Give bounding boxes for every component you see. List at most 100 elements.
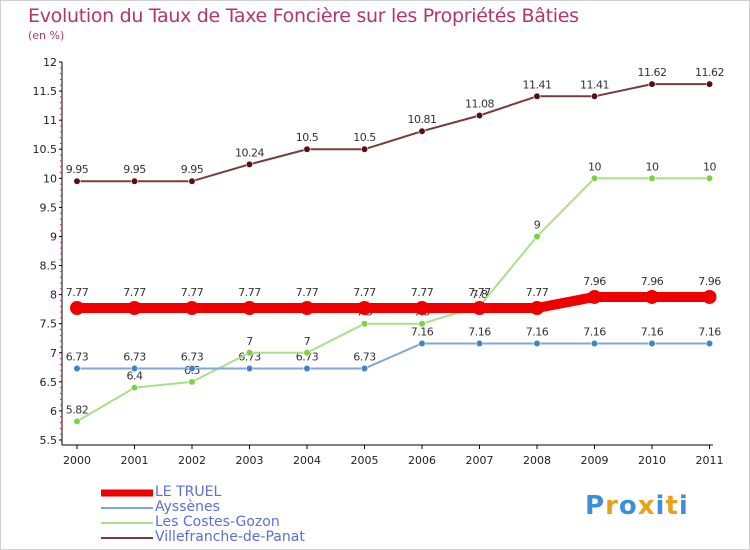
data-point-ayss-nes [475, 339, 484, 348]
data-point-ayss-nes [245, 364, 254, 373]
data-point-ayss-nes [360, 364, 369, 373]
x-tick-label: 2005 [351, 454, 379, 467]
data-point-ayss-nes [648, 339, 656, 348]
data-point-ayss-nes [590, 339, 599, 348]
data-label-villefranche-de-panat: 10.5 [353, 131, 376, 144]
data-point-les-costes-gozon [360, 320, 369, 328]
data-point-les-costes-gozon [303, 349, 311, 357]
data-label-ayss-nes: 7.16 [468, 325, 491, 338]
data-point-ayss-nes [705, 339, 714, 348]
data-label-les-costes-gozon: 10 [646, 160, 659, 173]
data-point-villefranche-de-panat [705, 80, 714, 88]
data-point-le-truel [472, 300, 487, 315]
x-tick-label: 2011 [696, 454, 724, 467]
data-point-ayss-nes [418, 339, 426, 348]
legend-swatch-le-truel [101, 489, 153, 497]
y-tick-label: 10 [43, 172, 57, 185]
data-point-le-truel [415, 300, 429, 315]
legend-label-villefranche: Villefranche-de-Panat [155, 529, 305, 545]
data-point-villefranche-de-panat [73, 177, 81, 185]
y-tick-label: 9 [50, 230, 57, 243]
y-tick-label: 12 [43, 56, 57, 69]
data-label-le-truel: 7.77 [411, 286, 434, 299]
data-point-le-truel [357, 300, 372, 315]
data-point-les-costes-gozon [648, 174, 656, 182]
legend-label-costes-gozon: Les Costes-Gozon [155, 514, 280, 530]
legend-item-costes-gozon: Les Costes-Gozon [101, 514, 361, 531]
data-label-les-costes-gozon: 6.4 [127, 370, 143, 383]
legend-swatch-aysse [101, 507, 153, 509]
logo-letter: i [678, 491, 689, 521]
data-point-ayss-nes [73, 364, 81, 373]
unit-label: (en %) [28, 29, 65, 42]
legend-label-le-truel: LE TRUEL [155, 484, 222, 500]
data-point-ayss-nes [188, 364, 196, 373]
data-point-le-truel [242, 300, 257, 315]
x-tick-label: 2009 [581, 454, 609, 467]
x-tick-label: 2000 [63, 454, 91, 467]
data-label-villefranche-de-panat: 11.62 [695, 66, 724, 79]
data-label-ayss-nes: 7.16 [526, 325, 549, 338]
legend-item-aysse: Ayssènes [101, 499, 361, 516]
legend-swatch-villefranche [101, 537, 153, 539]
data-point-villefranche-de-panat [360, 145, 369, 153]
data-label-villefranche-de-panat: 11.41 [523, 78, 552, 91]
proxiti-logo: Proxiti [585, 491, 689, 521]
legend: LE TRUEL Ayssènes Les Costes-Gozon Ville… [101, 484, 361, 546]
data-label-villefranche-de-panat: 10.81 [408, 113, 437, 126]
data-label-le-truel: 7.96 [641, 275, 664, 288]
data-point-le-truel [70, 300, 84, 315]
data-point-le-truel [587, 289, 602, 304]
data-label-ayss-nes: 6.73 [123, 350, 146, 363]
data-label-ayss-nes: 7.16 [583, 325, 606, 338]
data-point-le-truel [530, 300, 544, 315]
data-label-le-truel: 7.96 [698, 275, 721, 288]
x-tick-label: 2004 [293, 454, 321, 467]
axes: 5.5 6 6.5 7 7.5 8 8.5 9 9.5 10 10.5 11 11.5 12 2000 200… [33, 56, 724, 467]
data-label-les-costes-gozon: 7 [246, 335, 253, 348]
data-point-le-truel [300, 300, 314, 315]
logo-letter: t [665, 491, 679, 521]
data-point-villefranche-de-panat [590, 92, 599, 100]
legend-swatch-costes-gozon [101, 522, 153, 524]
logo-letter: x [637, 491, 656, 521]
data-label-ayss-nes: 6.73 [353, 350, 376, 363]
legend-item-le-truel: LE TRUEL [101, 484, 361, 501]
chart-title: Evolution du Taux de Taxe Foncière sur l… [28, 5, 579, 27]
data-point-le-truel [645, 289, 659, 304]
data-point-les-costes-gozon [188, 378, 196, 386]
data-label-le-truel: 7.96 [583, 275, 606, 288]
data-point-ayss-nes [130, 364, 139, 373]
data-point-les-costes-gozon [418, 320, 426, 328]
data-point-le-truel [702, 289, 717, 304]
data-label-le-truel: 7.77 [353, 286, 376, 299]
data-point-villefranche-de-panat [648, 80, 656, 88]
data-point-villefranche-de-panat [188, 177, 196, 185]
y-tick-label: 7 [50, 347, 57, 360]
data-point-villefranche-de-panat [245, 160, 254, 168]
y-tick-label: 9.5 [40, 201, 58, 214]
y-tick-label: 11.5 [33, 85, 58, 98]
data-point-les-costes-gozon [590, 174, 599, 182]
data-point-ayss-nes [303, 364, 311, 373]
y-tick-label: 5.5 [40, 434, 58, 447]
data-label-le-truel: 7.77 [526, 286, 549, 299]
data-point-le-truel [127, 300, 142, 315]
data-label-ayss-nes: 7.16 [698, 325, 721, 338]
data-label-villefranche-de-panat: 9.95 [181, 163, 204, 176]
y-tick-label: 11 [43, 114, 57, 127]
data-point-les-costes-gozon [705, 174, 714, 182]
series-line-les-costes-gozon [76, 177, 711, 423]
logo-letter: r [605, 491, 619, 521]
data-labels: 9.95 9.95 9.95 10.24 10.5 10.5 10.81 11.08 11.41… [66, 66, 725, 416]
data-point-le-truel [185, 300, 199, 315]
data-point-ayss-nes [533, 339, 541, 348]
data-label-les-costes-gozon: 10 [588, 160, 601, 173]
y-tick-label: 6.5 [40, 376, 58, 389]
data-label-villefranche-de-panat: 10.24 [235, 146, 264, 159]
series-line-villefranche-de-panat [76, 83, 711, 183]
x-tick-label: 2008 [523, 454, 551, 467]
data-label-villefranche-de-panat: 9.95 [66, 163, 89, 176]
x-tick-label: 2002 [178, 454, 206, 467]
